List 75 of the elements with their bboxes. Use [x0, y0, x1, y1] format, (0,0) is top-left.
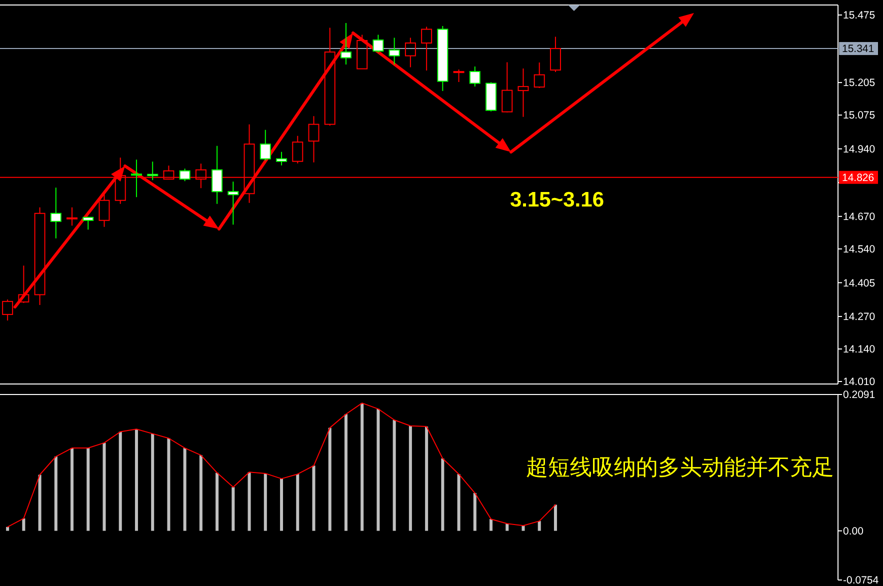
bar — [248, 472, 251, 531]
candlestick — [212, 145, 223, 204]
candlestick — [437, 26, 448, 92]
y-tick-label: 15.205 — [843, 77, 876, 90]
candlestick — [98, 194, 110, 228]
bar — [408, 426, 412, 531]
candlestick — [66, 206, 78, 226]
candlestick — [534, 62, 545, 89]
candlestick — [18, 265, 30, 304]
candlestick — [453, 69, 464, 83]
candlestick — [276, 151, 288, 166]
bar — [264, 473, 267, 531]
annotation: 3.15~3.16 — [510, 188, 604, 212]
y-tick-label: 14.940 — [843, 144, 876, 156]
bar — [376, 408, 380, 531]
bar — [6, 526, 10, 531]
bar — [425, 426, 428, 531]
bar — [54, 456, 58, 531]
candlestick — [388, 37, 400, 66]
y-tick-label: 14.540 — [843, 244, 876, 256]
candlestick — [260, 129, 271, 162]
candlestick — [421, 26, 432, 72]
candlestick — [550, 36, 561, 73]
y-tick-label: 15.475 — [843, 10, 876, 22]
bar — [457, 474, 460, 531]
candlestick — [50, 187, 62, 239]
y-tick-label: 0.2091 — [843, 389, 876, 402]
bar — [167, 438, 170, 531]
bar — [118, 432, 122, 531]
bar — [86, 448, 90, 531]
bar — [554, 504, 557, 531]
ref-line-label: 15.341 — [842, 43, 874, 56]
candlestick — [308, 116, 320, 163]
y-tick-label: 0.00 — [843, 526, 864, 538]
bar — [70, 448, 74, 531]
bar — [232, 487, 235, 531]
bar — [344, 414, 348, 531]
candlestick — [228, 181, 239, 226]
y-tick-label: -0.0754 — [843, 574, 879, 586]
bar — [490, 519, 493, 531]
y-tick-label: 14.270 — [843, 311, 876, 324]
bar — [151, 434, 154, 531]
bar — [441, 458, 444, 531]
bar — [183, 448, 186, 531]
candlestick — [324, 27, 336, 126]
bar — [280, 478, 284, 531]
bar — [522, 526, 525, 531]
candlestick — [518, 68, 529, 118]
y-tick-label: 14.010 — [843, 376, 876, 388]
bar — [360, 403, 364, 531]
bar — [328, 428, 332, 531]
bar — [216, 472, 219, 531]
bar — [473, 493, 476, 531]
bar — [312, 466, 316, 531]
y-tick-label: 14.670 — [843, 211, 876, 224]
candlestick — [502, 62, 513, 112]
ref-line-label: 14.826 — [842, 172, 874, 184]
y-tick-label: 15.075 — [843, 110, 876, 122]
bar — [538, 521, 541, 531]
bar — [506, 524, 509, 531]
annotation: 超短线吸纳的多头动能并不充足 — [526, 456, 834, 481]
bar — [102, 442, 106, 531]
candlestick — [130, 159, 142, 198]
bar — [296, 474, 300, 531]
bar — [392, 420, 396, 531]
candlestick — [340, 22, 352, 66]
bar — [199, 455, 202, 531]
candlestick — [404, 37, 416, 68]
bar — [22, 518, 26, 531]
y-tick-label: 14.405 — [843, 277, 876, 290]
candlestick — [147, 161, 158, 181]
candlestick — [34, 206, 46, 306]
bar — [38, 474, 42, 531]
bar — [134, 429, 138, 531]
y-tick-label: 14.140 — [843, 344, 876, 356]
